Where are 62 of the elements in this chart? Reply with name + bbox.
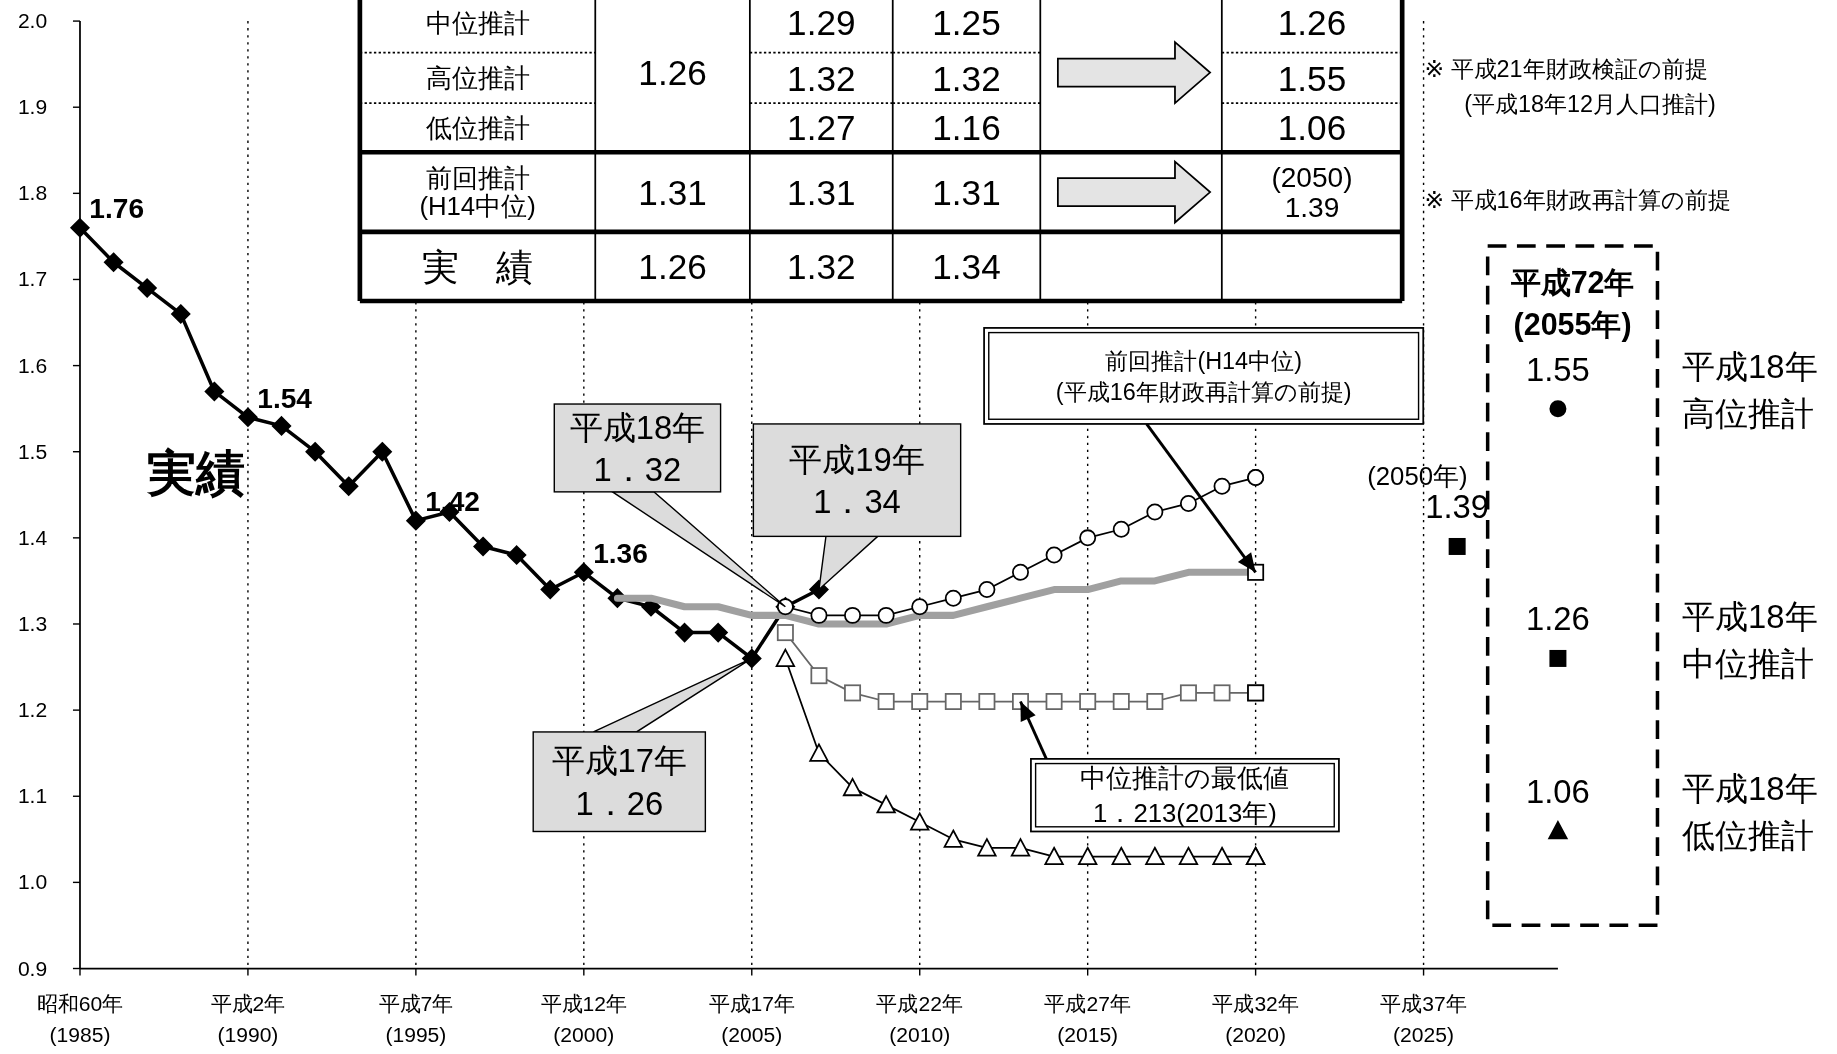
data-label: 1.16	[932, 108, 1001, 148]
data-label: 1.26	[1277, 3, 1347, 43]
x-tick-label: 平成2年 (1990)	[210, 991, 286, 1047]
y-tick-label: 1.8	[17, 181, 48, 205]
data-label: 1.36	[593, 537, 648, 569]
annotation: 平成17年 1．26	[551, 742, 688, 822]
data-label: 1.32	[787, 58, 856, 98]
y-tick-label: 1.1	[17, 784, 48, 808]
y-tick-label: 1.2	[17, 698, 48, 722]
data-label: 1.27	[787, 108, 856, 148]
x-tick-label: 平成7年 (1995)	[378, 991, 454, 1047]
data-label: 1.55	[1277, 58, 1347, 98]
y-tick-label: 2.0	[17, 9, 48, 33]
data-label: 1.32	[932, 58, 1001, 98]
data-label: 1.54	[257, 382, 313, 414]
y-tick-label: 1.6	[17, 353, 48, 377]
annotation: ※ 平成16年財政再計算の前提	[1424, 187, 1731, 214]
data-label: 1.26	[1526, 600, 1590, 638]
text: 平成18年低位推計	[1682, 770, 1818, 855]
text: 平成18年高位推計	[1682, 348, 1818, 433]
data-label: 1.29	[787, 3, 856, 43]
data-label: 1.31	[638, 172, 707, 212]
y-tick-label: 0.9	[17, 956, 48, 980]
data-label: 1.26	[638, 53, 707, 93]
data-label: 1.26	[638, 247, 707, 287]
data-label: 1.06	[1277, 108, 1347, 148]
data-label: 1.31	[932, 172, 1001, 212]
x-tick-label: 平成32年 (2020)	[1212, 991, 1299, 1047]
y-tick-label: 1.5	[17, 439, 48, 463]
annotation: 中位推計の最低値 1．213(2013年)	[1080, 764, 1290, 827]
data-label: 1.55	[1526, 350, 1590, 388]
x-tick-label: 平成17年 (2005)	[708, 991, 795, 1047]
series-label: 実績	[146, 444, 246, 500]
annotation: 平成72年 (2055年)	[1509, 264, 1635, 342]
category-label: 高位推計	[425, 64, 530, 93]
annotation: (2050年)	[1367, 461, 1468, 490]
annotation: 平成19年 1．34	[789, 440, 925, 521]
text: 平成18年中位推計	[1682, 598, 1818, 682]
category-label: 前回推計 (H14中位)	[419, 164, 536, 221]
x-tick-label: 平成37年 (2025)	[1380, 991, 1467, 1047]
annotation: ※ 平成21年財政検証の前提 (平成18年12月人口推計)	[1424, 56, 1716, 118]
data-label: 1.76	[89, 193, 145, 225]
annotation: 平成18年 1．32	[569, 408, 706, 488]
annotation: 前回推計(H14中位) (平成16年財政再計算の前提)	[1055, 347, 1352, 406]
y-tick-label: 1.7	[17, 267, 48, 291]
x-tick-label: 平成27年 (2015)	[1044, 991, 1131, 1047]
category-label: 低位推計	[425, 113, 530, 142]
x-tick-label: 昭和60年 (1985)	[36, 991, 124, 1047]
x-tick-label: 平成12年 (2000)	[540, 991, 628, 1047]
x-tick-label: 平成22年 (2010)	[876, 991, 963, 1047]
y-tick-label: 1.9	[17, 95, 48, 119]
category-label: 中位推計	[425, 9, 530, 38]
data-label: 1.31	[787, 172, 856, 212]
y-tick-label: 1.0	[17, 870, 48, 894]
data-label: (2050) 1.39	[1271, 161, 1353, 224]
y-tick-label: 1.3	[17, 612, 48, 636]
data-label: 1.25	[932, 3, 1001, 43]
data-label: 1.06	[1526, 772, 1590, 810]
data-label: 1.32	[787, 247, 856, 287]
data-label: 1.34	[932, 247, 1001, 287]
y-tick-label: 1.4	[17, 525, 48, 549]
category-label: 実 績	[422, 245, 534, 288]
